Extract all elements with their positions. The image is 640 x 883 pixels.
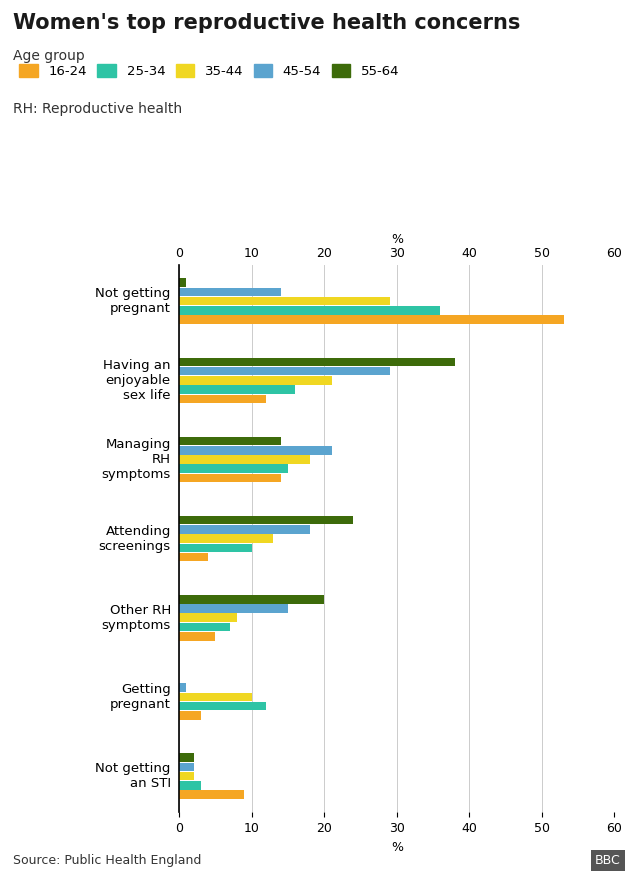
Bar xyxy=(179,781,201,789)
Bar xyxy=(179,516,353,525)
Bar xyxy=(179,711,201,720)
Text: Women's top reproductive health concerns: Women's top reproductive health concerns xyxy=(13,13,520,34)
Legend: 16-24, 25-34, 35-44, 45-54, 55-64: 16-24, 25-34, 35-44, 45-54, 55-64 xyxy=(19,64,399,78)
Text: BBC: BBC xyxy=(595,854,621,867)
Text: Source: Public Health England: Source: Public Health England xyxy=(13,854,201,867)
Bar xyxy=(179,763,194,771)
Bar xyxy=(179,604,288,613)
Bar xyxy=(179,456,310,464)
Bar xyxy=(179,358,455,366)
Bar xyxy=(179,315,564,324)
Bar xyxy=(179,632,216,640)
Bar xyxy=(179,553,208,562)
Bar xyxy=(179,544,252,552)
Bar xyxy=(179,753,194,762)
Bar xyxy=(179,692,252,701)
Bar xyxy=(179,446,332,455)
Bar xyxy=(179,278,186,287)
Text: Age group: Age group xyxy=(13,49,84,63)
Bar xyxy=(179,534,273,543)
Bar xyxy=(179,473,281,482)
Bar xyxy=(179,376,332,385)
Bar xyxy=(179,306,440,314)
Bar xyxy=(179,595,324,604)
Bar xyxy=(179,437,281,445)
Bar xyxy=(179,702,266,711)
Bar xyxy=(179,366,390,375)
Bar xyxy=(179,772,194,781)
Bar xyxy=(179,297,390,306)
Bar xyxy=(179,623,230,631)
Bar xyxy=(179,790,244,799)
Bar xyxy=(179,683,186,692)
Bar xyxy=(179,614,237,622)
Bar xyxy=(179,395,266,403)
X-axis label: %: % xyxy=(391,841,403,854)
Text: RH: Reproductive health: RH: Reproductive health xyxy=(13,102,182,116)
Bar xyxy=(179,288,281,296)
Bar xyxy=(179,385,295,394)
Bar xyxy=(179,464,288,473)
X-axis label: %: % xyxy=(391,233,403,245)
Bar xyxy=(179,525,310,533)
